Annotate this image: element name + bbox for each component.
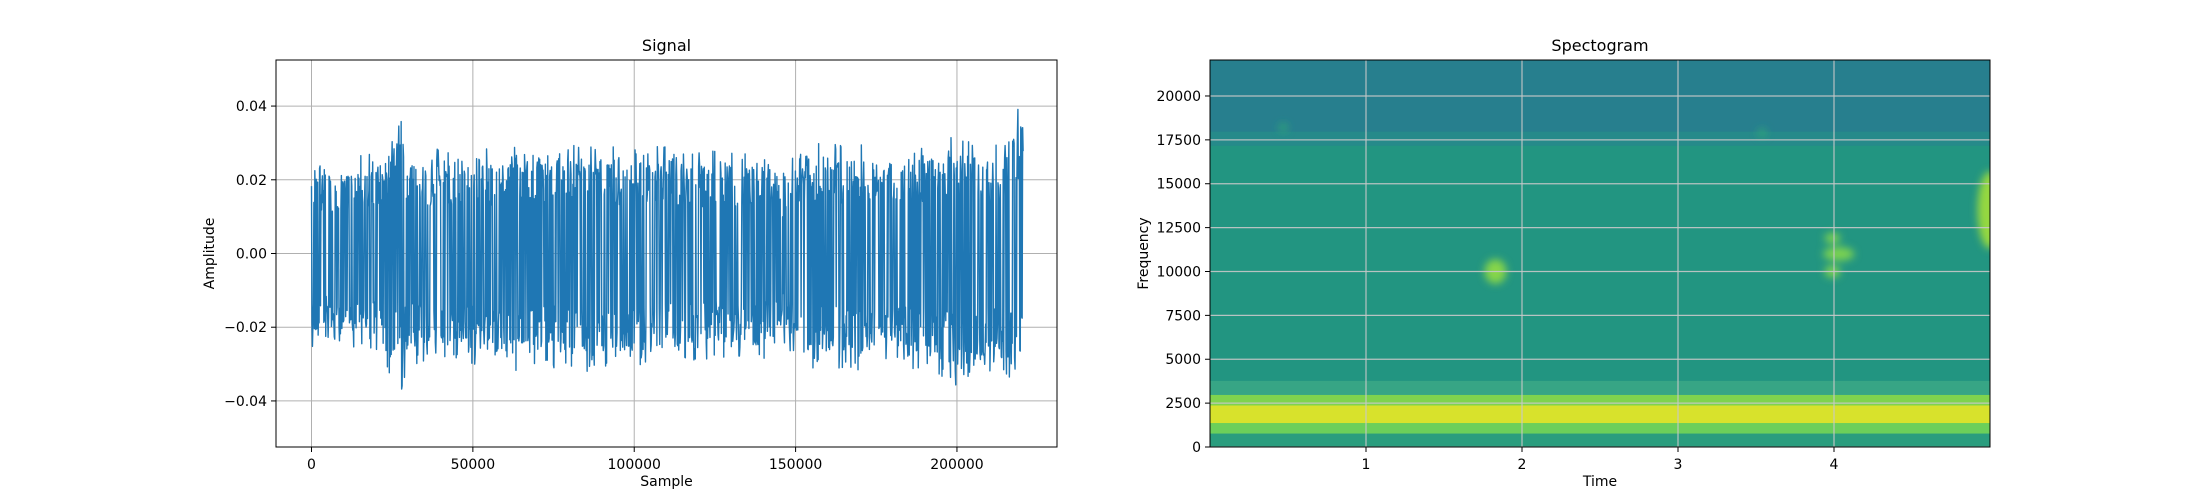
spectrogram-title: Spectogram xyxy=(1551,36,1648,55)
signal-x-tick-label: 150000 xyxy=(769,457,822,473)
spectrogram-y-tick-label: 0 xyxy=(1192,440,1201,456)
spectrogram-band-4 xyxy=(1210,380,1990,395)
signal-x-tick-label: 0 xyxy=(307,457,316,473)
spectrogram-y-axis-label: Frequency xyxy=(1136,217,1152,289)
spectrogram-x-ticks: 1 2 3 4 xyxy=(1362,447,1839,473)
spectrogram-hotspot-4 xyxy=(1977,171,1990,249)
signal-y-axis-label: Amplitude xyxy=(202,218,218,290)
spectrogram-x-tick-label: 4 xyxy=(1830,457,1839,473)
spectrogram-y-tick-label: 20000 xyxy=(1156,89,1201,105)
spectrogram-band-6 xyxy=(1210,131,1990,146)
signal-y-tick-label: 0.02 xyxy=(236,173,267,189)
signal-x-tick-label: 200000 xyxy=(930,457,983,473)
spectrogram-y-tick-label: 17500 xyxy=(1156,133,1201,149)
signal-title: Signal xyxy=(642,36,691,55)
signal-waveform xyxy=(310,108,1024,390)
spectrogram-y-tick-label: 12500 xyxy=(1156,221,1201,237)
signal-x-ticks: 0 50000 100000 150000 200000 xyxy=(307,447,984,473)
spectrogram-hotspot-5 xyxy=(1278,123,1288,132)
signal-y-tick-label: 0.00 xyxy=(236,247,267,263)
spectrogram-hotspot-1 xyxy=(1824,232,1841,244)
spectrogram-bands xyxy=(1210,60,1990,447)
spectrogram-band-5 xyxy=(1210,145,1990,381)
spectrogram-band-0 xyxy=(1210,432,1990,447)
signal-x-tick-label: 50000 xyxy=(451,457,496,473)
spectrogram-hotspot-2 xyxy=(1823,246,1855,261)
spectrogram-chart: 1 2 3 4 0 2500 5000 7500 10000 12500 15000 17500 20… xyxy=(1136,36,1991,490)
spectrogram-y-tick-label: 7500 xyxy=(1165,308,1201,324)
spectrogram-x-axis-label: Time xyxy=(1582,474,1617,490)
spectrogram-y-tick-label: 10000 xyxy=(1156,264,1201,280)
spectrogram-y-ticks: 0 2500 5000 7500 10000 12500 15000 17500 20000 xyxy=(1156,89,1210,456)
spectrogram-y-tick-label: 2500 xyxy=(1165,396,1201,412)
signal-x-tick-label: 100000 xyxy=(608,457,661,473)
spectrogram-y-tick-label: 15000 xyxy=(1156,177,1201,193)
spectrogram-y-tick-label: 5000 xyxy=(1165,352,1201,368)
spectrogram-hotspot-6 xyxy=(1757,128,1767,138)
spectrogram-grid xyxy=(1210,60,1990,447)
spectrogram-x-tick-label: 2 xyxy=(1518,457,1527,473)
spectrogram-x-tick-label: 1 xyxy=(1362,457,1371,473)
signal-y-tick-label: 0.04 xyxy=(236,99,267,115)
signal-y-tick-label: −0.02 xyxy=(224,320,267,336)
signal-y-ticks: −0.04 −0.02 0.00 0.02 0.04 xyxy=(224,99,276,410)
signal-chart: 0 50000 100000 150000 200000 −0.04 −0.02 0.00 0… xyxy=(202,36,1058,490)
spectrogram-plot-frame xyxy=(1209,59,1991,448)
signal-series-line xyxy=(310,108,1024,390)
signal-x-axis-label: Sample xyxy=(640,474,693,490)
signal-y-tick-label: −0.04 xyxy=(224,394,267,410)
spectrogram-band-1 xyxy=(1210,422,1990,434)
spectrogram-band-3 xyxy=(1210,394,1990,406)
spectrogram-band-2 xyxy=(1210,404,1990,424)
spectrogram-x-tick-label: 3 xyxy=(1674,457,1683,473)
